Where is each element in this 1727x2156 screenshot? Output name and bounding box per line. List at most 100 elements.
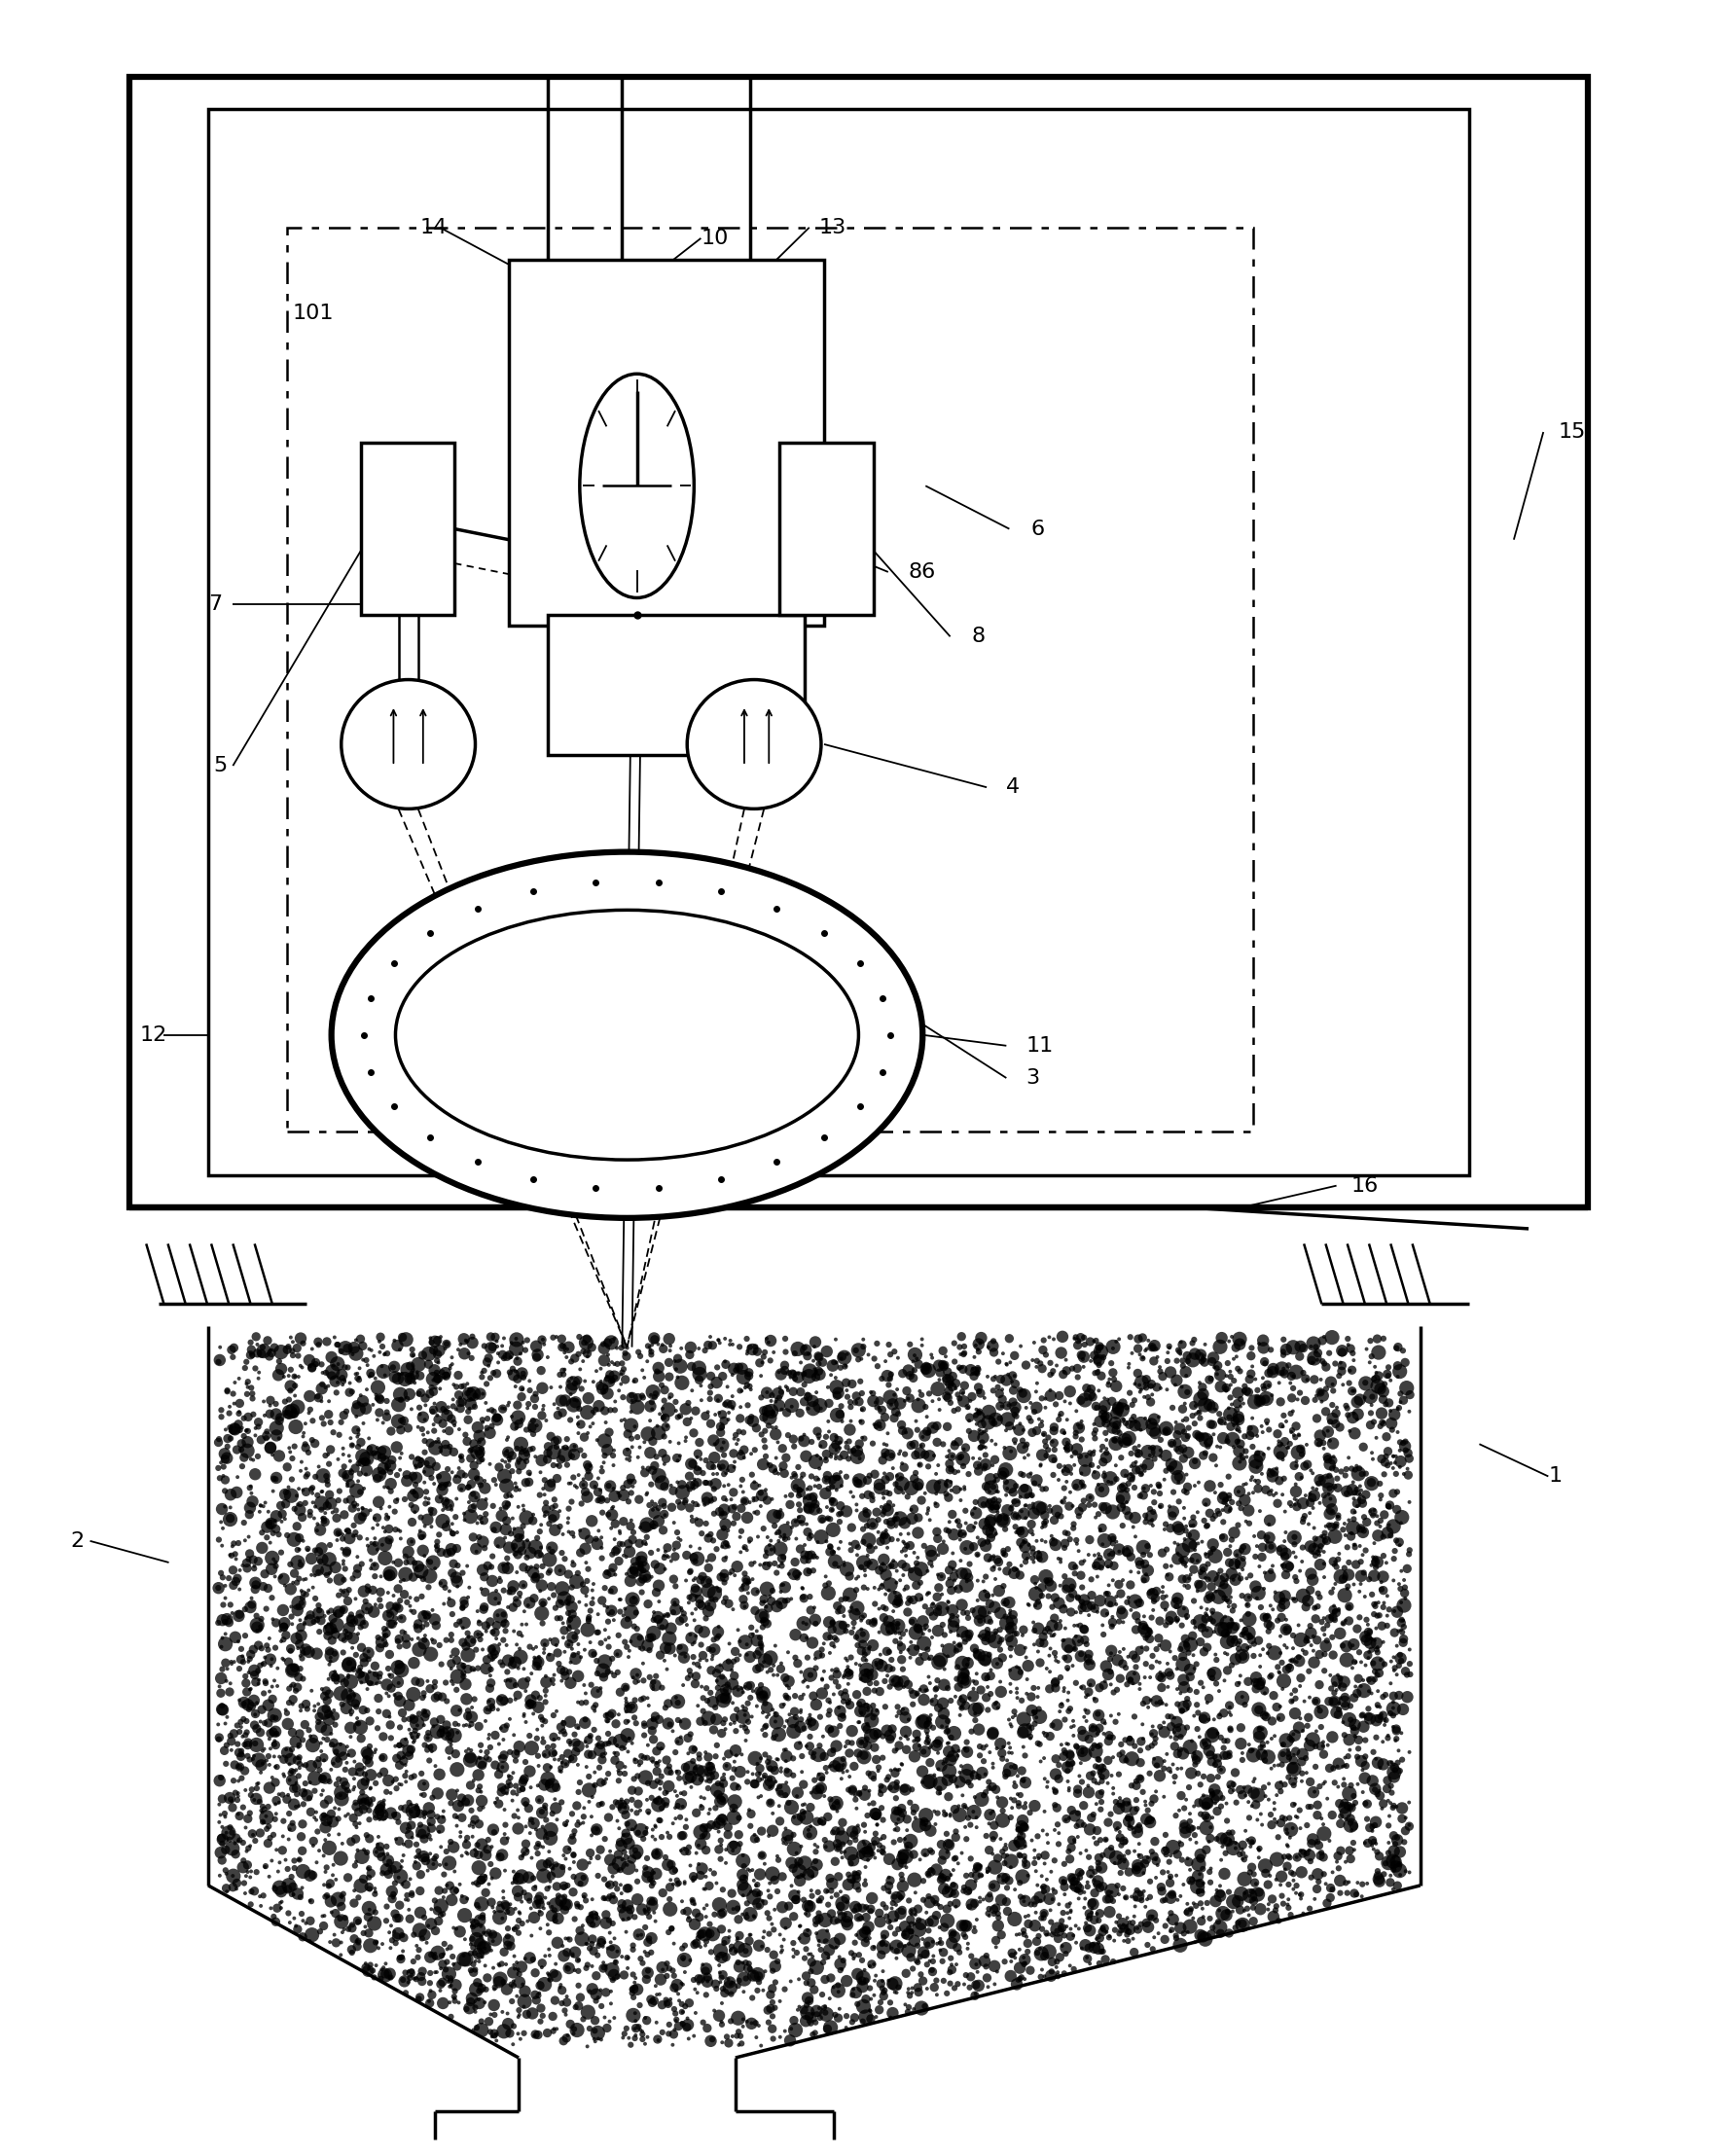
Point <box>1204 1348 1231 1382</box>
Point <box>332 1576 359 1611</box>
Point <box>418 1848 446 1882</box>
Point <box>741 1742 769 1777</box>
Point <box>522 1561 549 1595</box>
Point <box>1038 1904 1066 1938</box>
Point <box>1364 1777 1392 1811</box>
Point <box>922 1485 950 1520</box>
Point <box>919 1835 946 1869</box>
Point <box>254 1572 282 1606</box>
Point <box>1290 1684 1318 1718</box>
Point <box>532 1802 560 1837</box>
Point <box>238 1818 266 1852</box>
Point <box>939 1608 967 1643</box>
Point <box>347 1546 375 1580</box>
Point <box>900 1837 927 1871</box>
Point <box>565 1943 592 1977</box>
Point <box>1090 1455 1117 1490</box>
Point <box>499 1783 527 1818</box>
Point <box>1005 1951 1033 1986</box>
Point <box>898 1975 926 2009</box>
Point <box>1212 1583 1240 1617</box>
Point <box>1164 1526 1192 1561</box>
Point <box>651 1643 679 1677</box>
Point <box>713 1647 741 1682</box>
Point <box>687 1858 715 1893</box>
Point <box>882 1904 910 1938</box>
Point <box>1321 1766 1349 1800</box>
Point <box>1345 1481 1373 1516</box>
Point <box>1164 1535 1192 1570</box>
Point <box>1242 1570 1269 1604</box>
Point <box>784 1332 812 1367</box>
Point <box>610 1505 637 1539</box>
Point <box>817 1660 845 1695</box>
Point <box>680 2018 708 2053</box>
Point <box>965 1373 993 1408</box>
Point <box>874 1658 901 1692</box>
Point <box>655 1393 682 1427</box>
Point <box>288 1580 316 1615</box>
Point <box>879 1386 907 1421</box>
Point <box>1086 1792 1114 1826</box>
Point <box>361 1649 389 1684</box>
Point <box>463 1966 490 2001</box>
Point <box>221 1412 249 1447</box>
Point <box>1121 1699 1148 1733</box>
Point <box>634 1740 661 1774</box>
Point <box>712 1712 739 1746</box>
Point <box>706 1955 734 1990</box>
Point <box>1031 1938 1059 1973</box>
Point <box>259 1475 287 1509</box>
Point <box>1254 1520 1281 1554</box>
Point <box>1136 1880 1164 1915</box>
Point <box>965 1412 993 1447</box>
Point <box>1105 1533 1133 1567</box>
Point <box>1142 1328 1169 1363</box>
Point <box>836 1682 864 1716</box>
Point <box>1319 1401 1347 1436</box>
Point <box>824 1794 851 1828</box>
Point <box>998 1358 1026 1393</box>
Point <box>770 1518 798 1552</box>
Point <box>639 1701 667 1736</box>
Point <box>1254 1636 1281 1671</box>
Point <box>389 1602 416 1636</box>
Point <box>323 1348 351 1382</box>
Point <box>328 1880 356 1915</box>
Point <box>988 1382 1015 1416</box>
Point <box>382 1602 409 1636</box>
Point <box>990 1457 1017 1492</box>
Point <box>1136 1682 1164 1716</box>
Point <box>480 1988 508 2022</box>
Point <box>496 1531 523 1565</box>
Point <box>352 1453 380 1488</box>
Point <box>535 1580 563 1615</box>
Point <box>934 1714 962 1749</box>
Point <box>758 1574 786 1608</box>
Point <box>772 1335 800 1369</box>
Point <box>408 1559 435 1593</box>
Point <box>1316 1337 1344 1371</box>
Point <box>1123 1815 1150 1850</box>
Point <box>737 1371 765 1406</box>
Bar <box>509 259 824 625</box>
Point <box>995 1322 1022 1356</box>
Point <box>480 1636 508 1671</box>
Point <box>729 1839 756 1874</box>
Point <box>1159 1902 1186 1936</box>
Point <box>560 1837 587 1871</box>
Point <box>496 1574 523 1608</box>
Point <box>758 1395 786 1429</box>
Point <box>822 1654 850 1688</box>
Point <box>1378 1406 1406 1440</box>
Point <box>1012 1488 1040 1522</box>
Point <box>756 1785 784 1820</box>
Point <box>257 1507 285 1542</box>
Point <box>1043 1498 1071 1533</box>
Point <box>459 1820 487 1854</box>
Point <box>263 1783 290 1818</box>
Point <box>1028 1438 1055 1473</box>
Point <box>347 1664 375 1699</box>
Point <box>1240 1738 1268 1772</box>
Point <box>1186 1865 1214 1899</box>
